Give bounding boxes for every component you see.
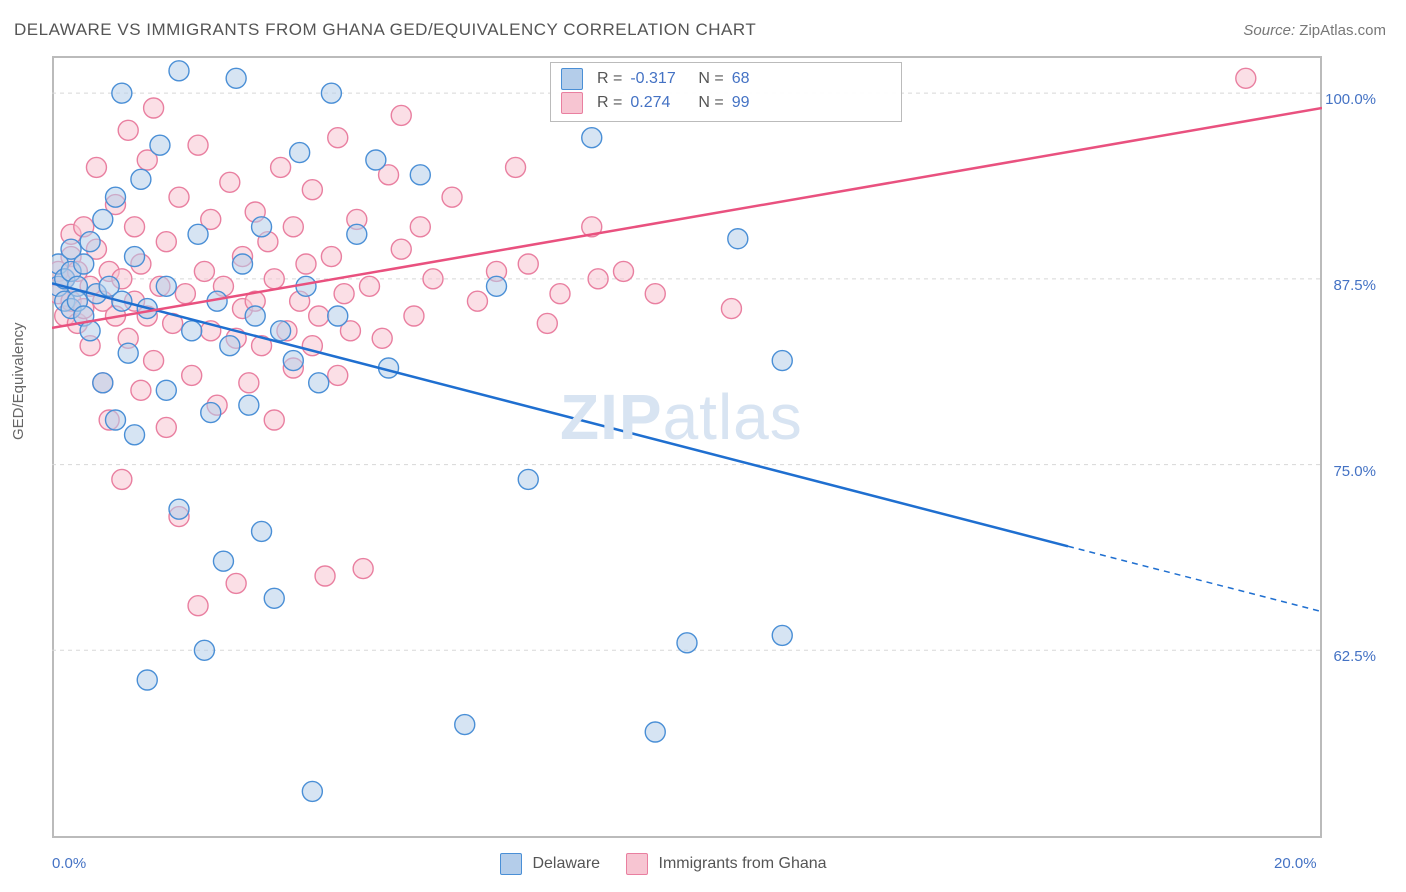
stats-legend-box: R = -0.317 N = 68 R = 0.274 N = 99 — [550, 62, 902, 122]
stats-row-2: R = 0.274 N = 99 — [561, 91, 891, 115]
bottom-legend: Delaware Immigrants from Ghana — [500, 853, 827, 875]
series1-swatch — [500, 853, 522, 875]
watermark: ZIPatlas — [560, 380, 803, 454]
r-label: R = — [597, 67, 622, 91]
gridlines — [52, 93, 1322, 650]
watermark-bold: ZIP — [560, 381, 663, 453]
y-tick-label: 75.0% — [1333, 463, 1376, 480]
y-tick-label: 100.0% — [1325, 91, 1376, 108]
x-tick-label: 20.0% — [1274, 855, 1317, 872]
series2-label: Immigrants from Ghana — [659, 855, 827, 872]
series1-swatch — [561, 68, 583, 90]
legend-item-2: Immigrants from Ghana — [626, 853, 827, 875]
series2-swatch — [626, 853, 648, 875]
source-value: ZipAtlas.com — [1299, 22, 1386, 39]
legend-item-1: Delaware — [500, 853, 600, 875]
trend-lines — [52, 108, 1322, 612]
n-label: N = — [698, 91, 723, 115]
series1-n-value: 68 — [732, 67, 792, 91]
y-tick-label: 87.5% — [1333, 277, 1376, 294]
n-label: N = — [698, 67, 723, 91]
r-label: R = — [597, 91, 622, 115]
y-tick-label: 62.5% — [1333, 648, 1376, 665]
series2-swatch — [561, 92, 583, 114]
x-tick-label: 0.0% — [52, 855, 86, 872]
source-credit: Source: ZipAtlas.com — [1243, 22, 1386, 39]
x-axis-line — [52, 836, 1322, 838]
chart-title: DELAWARE VS IMMIGRANTS FROM GHANA GED/EQ… — [14, 20, 756, 40]
stats-row-1: R = -0.317 N = 68 — [561, 67, 891, 91]
source-label: Source: — [1243, 22, 1295, 39]
series2-r-value: 0.274 — [630, 91, 690, 115]
watermark-light: atlas — [663, 381, 803, 453]
y-axis-label: GED/Equivalency — [10, 322, 27, 440]
series1-label: Delaware — [532, 855, 600, 872]
series2-n-value: 99 — [732, 91, 792, 115]
series1-r-value: -0.317 — [630, 67, 690, 91]
